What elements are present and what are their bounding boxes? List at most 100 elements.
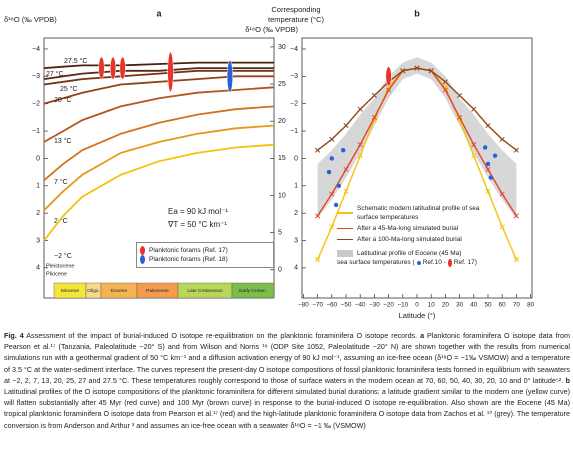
data-ellipse [119, 56, 126, 80]
annotation: Pliocene [46, 271, 67, 277]
x-tick-label: 70 [513, 302, 521, 309]
series-marker [471, 106, 477, 112]
caption-text: Planktonic foraminifera O isotope data f… [4, 331, 570, 385]
series-marker [357, 142, 363, 148]
curve-label: 27 °C [46, 70, 64, 78]
panel-label: b [414, 8, 420, 18]
caption-text: a [420, 331, 425, 340]
epoch-label: Miocene [61, 288, 79, 294]
legend-text: Planktonic forams (Ref. 17) [149, 247, 228, 254]
y-tick-label: −1 [290, 128, 298, 135]
x-tick-label: 50 [484, 302, 492, 309]
y2-axis-title: temperature (°C) [268, 15, 324, 24]
series-line [43, 105, 275, 181]
series-line [43, 143, 275, 242]
curve-label: 25 °C [60, 85, 78, 93]
series-line [43, 124, 275, 212]
data-point [488, 175, 494, 180]
series-marker [513, 147, 519, 153]
data-point [326, 169, 332, 175]
series-marker [457, 92, 463, 99]
series-marker [371, 114, 377, 120]
x-tick-label: 60 [499, 302, 507, 309]
band-area [317, 57, 517, 219]
legend-swatch [140, 246, 145, 255]
x-tick-label: −80 [298, 302, 309, 309]
y-tick-label: 3 [36, 237, 40, 244]
legend-item: Planktonic forams (Ref. 18) [140, 255, 270, 264]
y-tick-label: −3 [290, 73, 298, 80]
y-axis-title: δ¹⁸O (‰ VPDB) [4, 15, 57, 24]
x-tick-label: −10 [397, 302, 408, 309]
epoch-band [231, 282, 275, 299]
y-tick-label: 4 [36, 265, 40, 272]
curve-label: 13 °C [54, 137, 72, 145]
legend-item: Latitudinal profile of Eocene (45 Ma) [337, 249, 497, 258]
y2-tick-label: 25 [278, 81, 286, 88]
series-marker [343, 166, 349, 172]
data-ellipse [98, 56, 105, 80]
data-point [333, 202, 339, 208]
series-marker [442, 79, 448, 85]
series-marker [513, 213, 519, 219]
y-tick-label: −4 [290, 46, 298, 53]
x-tick-label: −30 [369, 302, 380, 309]
panel-label: a [156, 8, 162, 18]
data-point [492, 153, 498, 158]
series-marker [315, 147, 321, 153]
legend-swatch [337, 250, 353, 257]
series-marker [371, 92, 377, 99]
series-marker [343, 188, 349, 194]
series-marker [471, 142, 477, 148]
series-marker [442, 87, 448, 93]
series-marker [343, 123, 349, 129]
y-tick-label: 1 [294, 183, 298, 190]
series-marker [357, 106, 363, 112]
y2-tick-label: 15 [278, 155, 286, 162]
legend-item: Schematic modern latitudinal profile of … [337, 204, 497, 222]
x-tick-label: −20 [383, 302, 394, 309]
legend-item: After a 100-Ma-long simulated burial [337, 235, 497, 244]
legend-text: Ref.10 - [422, 259, 446, 266]
annotation: Ea = 90 kJ mol⁻¹ [168, 207, 228, 216]
legend: Planktonic forams (Ref. 17) Planktonic fo… [136, 242, 274, 268]
series-marker [499, 224, 505, 230]
series-marker [357, 153, 363, 159]
series-marker [315, 213, 321, 219]
legend-item: After a 45-Ma-long simulated burial [337, 224, 497, 233]
series-marker [485, 188, 491, 194]
epoch-label: Oligo. [87, 288, 100, 294]
y-tick-label: −3 [32, 73, 40, 80]
data-ellipse [385, 66, 392, 87]
x-tick-label: −40 [355, 302, 366, 309]
y-tick-label: −4 [32, 46, 40, 53]
curve-label: 20 °C [54, 96, 72, 104]
y-tick-label: −1 [32, 128, 40, 135]
series-marker [414, 65, 420, 71]
data-point [485, 161, 491, 167]
series-marker [457, 114, 463, 120]
data-point [329, 156, 335, 161]
y-tick-label: 4 [294, 265, 298, 272]
y-tick-label: 0 [294, 155, 298, 162]
series-line [43, 86, 275, 143]
data-ellipse [167, 51, 174, 93]
caption-text: Assessment of the impact of burial-induc… [23, 331, 421, 340]
x-tick-label: −70 [312, 302, 323, 309]
y2-axis-title: Corresponding [271, 5, 320, 14]
epoch-label: Paleocene [146, 288, 169, 294]
series-marker [471, 153, 477, 159]
curve-label: −2 °C [54, 252, 72, 260]
x-tick-label: 10 [428, 302, 436, 309]
legend-text: sea surface temperatures ( [337, 259, 415, 266]
epoch-label: Eocene [111, 288, 128, 294]
y2-tick-label: 30 [278, 44, 286, 51]
y-tick-label: 3 [294, 237, 298, 244]
x-tick-label: −50 [341, 302, 352, 309]
y-tick-label: 2 [36, 210, 40, 217]
annotation: ∇T = 50 °C km⁻¹ [167, 220, 227, 229]
y-tick-label: 1 [36, 183, 40, 190]
